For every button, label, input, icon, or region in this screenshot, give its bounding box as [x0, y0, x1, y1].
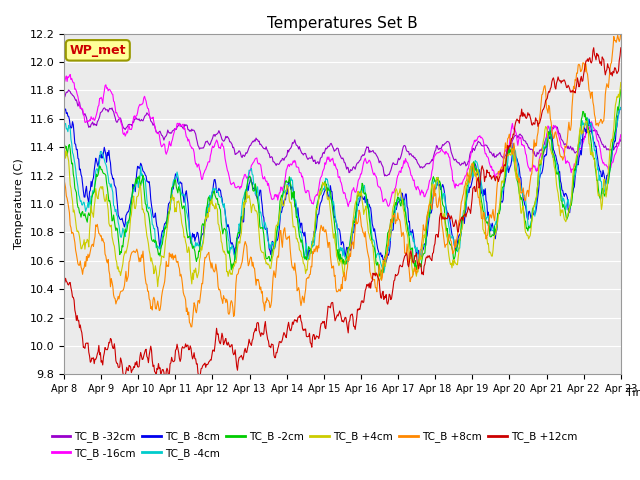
TC_B -4cm [214, 190, 221, 195]
TC_B -16cm [71, 86, 79, 92]
TC_B +8cm [214, 284, 222, 289]
Legend: TC_B -32cm, TC_B -16cm, TC_B -8cm, TC_B -4cm, TC_B -2cm, TC_B +4cm, TC_B +8cm, T: TC_B -32cm, TC_B -16cm, TC_B -8cm, TC_B … [47, 427, 582, 463]
TC_B +4cm [127, 212, 135, 217]
TC_B +4cm [154, 284, 161, 289]
Line: TC_B -16cm: TC_B -16cm [64, 74, 621, 206]
TC_B -32cm [617, 138, 625, 144]
Line: TC_B -2cm: TC_B -2cm [64, 90, 621, 276]
TC_B +12cm [60, 282, 68, 288]
TC_B +12cm [590, 45, 598, 50]
TC_B +8cm [127, 251, 135, 256]
TC_B -2cm [70, 175, 78, 181]
TC_B -2cm [214, 196, 221, 202]
TC_B -16cm [214, 142, 222, 148]
TC_B +12cm [70, 297, 78, 303]
TC_B -4cm [428, 194, 435, 200]
TC_B +12cm [214, 331, 222, 336]
TC_B -32cm [214, 130, 222, 136]
TC_B -2cm [617, 87, 625, 93]
TC_B +4cm [428, 187, 435, 192]
TC_B -16cm [428, 168, 436, 174]
TC_B -4cm [380, 270, 388, 276]
TC_B -8cm [214, 188, 221, 194]
TC_B +4cm [185, 244, 193, 250]
TC_B -2cm [411, 264, 419, 270]
Line: TC_B +12cm: TC_B +12cm [64, 48, 621, 381]
TC_B -2cm [127, 200, 135, 205]
TC_B +8cm [617, 30, 625, 36]
TC_B -2cm [60, 148, 68, 154]
TC_B +8cm [60, 176, 68, 182]
TC_B +8cm [70, 235, 78, 241]
TC_B -16cm [67, 72, 74, 77]
TC_B +4cm [214, 221, 222, 227]
TC_B -8cm [60, 105, 68, 111]
Line: TC_B -4cm: TC_B -4cm [64, 108, 621, 273]
TC_B -32cm [428, 156, 436, 162]
TC_B -8cm [411, 243, 419, 249]
TC_B -2cm [428, 198, 435, 204]
Line: TC_B -32cm: TC_B -32cm [64, 90, 621, 176]
TC_B +8cm [411, 264, 419, 270]
TC_B -4cm [70, 156, 78, 162]
TC_B +12cm [128, 367, 136, 373]
TC_B +8cm [187, 324, 195, 330]
TC_B -32cm [185, 127, 193, 132]
TC_B +12cm [120, 378, 128, 384]
TC_B +8cm [428, 203, 435, 208]
TC_B -32cm [412, 156, 419, 162]
TC_B -4cm [184, 216, 192, 222]
TC_B -8cm [127, 194, 135, 200]
TC_B -4cm [411, 245, 419, 251]
TC_B -32cm [71, 96, 79, 101]
Text: Time: Time [627, 388, 640, 398]
TC_B +8cm [184, 312, 192, 318]
TC_B -8cm [617, 105, 625, 110]
TC_B -32cm [381, 173, 388, 179]
TC_B -16cm [344, 204, 352, 209]
TC_B -4cm [127, 199, 135, 205]
TC_B -4cm [60, 120, 68, 126]
Y-axis label: Temperature (C): Temperature (C) [14, 158, 24, 250]
TC_B -8cm [184, 200, 192, 206]
TC_B +12cm [428, 256, 435, 262]
TC_B -2cm [184, 235, 192, 241]
TC_B +12cm [411, 252, 419, 258]
TC_B -2cm [376, 274, 384, 279]
TC_B +4cm [70, 207, 78, 213]
TC_B -16cm [617, 132, 625, 137]
TC_B +12cm [617, 45, 625, 51]
TC_B -32cm [65, 87, 72, 93]
TC_B -16cm [60, 75, 68, 81]
TC_B -8cm [70, 131, 78, 136]
TC_B +12cm [185, 347, 193, 353]
Line: TC_B -8cm: TC_B -8cm [64, 108, 621, 264]
TC_B -16cm [185, 136, 193, 142]
TC_B -16cm [412, 185, 419, 191]
Text: WP_met: WP_met [70, 44, 126, 57]
TC_B -4cm [617, 105, 625, 110]
TC_B -8cm [428, 210, 435, 216]
TC_B -8cm [381, 261, 388, 267]
TC_B -16cm [128, 124, 136, 130]
TC_B -32cm [128, 123, 136, 129]
TC_B +4cm [617, 80, 625, 85]
TC_B +4cm [60, 137, 68, 143]
Line: TC_B +4cm: TC_B +4cm [64, 83, 621, 287]
TC_B +4cm [411, 265, 419, 271]
Title: Temperatures Set B: Temperatures Set B [267, 16, 418, 31]
TC_B -32cm [60, 93, 68, 99]
Line: TC_B +8cm: TC_B +8cm [64, 33, 621, 327]
